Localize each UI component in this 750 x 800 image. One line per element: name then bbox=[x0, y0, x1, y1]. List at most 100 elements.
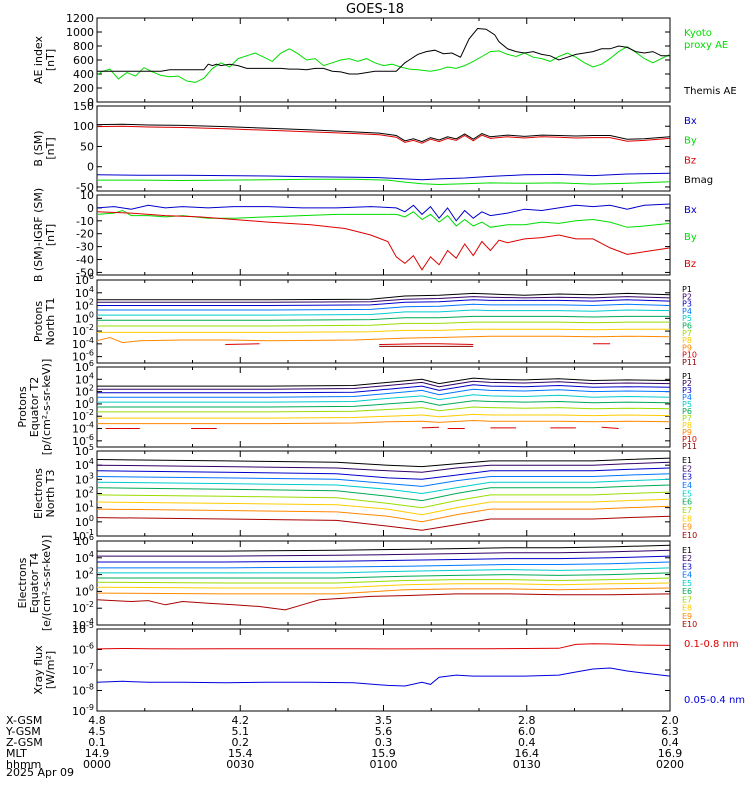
y-tick-label: -50 bbox=[76, 266, 94, 279]
y-tick-label: 10-5 bbox=[72, 621, 94, 636]
legend-label: P8 bbox=[682, 421, 692, 430]
x-tick-value: 4.5 bbox=[88, 725, 106, 738]
legend-label: P2 bbox=[682, 379, 692, 388]
series-line-kyoto-proxy-ae bbox=[96, 46, 671, 83]
series-line-p6 bbox=[97, 400, 671, 408]
legend-label: P9 bbox=[682, 428, 692, 437]
legend-label: P5 bbox=[682, 400, 692, 409]
y-tick-label: 150 bbox=[73, 100, 94, 113]
y-tick-label: 10-7 bbox=[72, 662, 94, 677]
y-tick-label: 10-4 bbox=[72, 421, 94, 436]
x-row-label: hhmm bbox=[6, 758, 41, 771]
series-line-e10 bbox=[96, 593, 671, 611]
panel-bsm: -50 0 50 100 150 B (SM) [nT] Bx By Bz Bmag bbox=[32, 100, 713, 194]
y-tick-label: 102 bbox=[75, 567, 94, 582]
legend-label: Bz bbox=[684, 259, 696, 270]
y-tick-label: -20 bbox=[76, 228, 94, 241]
y-tick-label: 200 bbox=[73, 82, 94, 95]
x-tick-value: 5.6 bbox=[375, 725, 393, 738]
y-tick-label: -30 bbox=[76, 241, 94, 254]
series-line-e1 bbox=[96, 457, 671, 468]
y-tick-label: 106 bbox=[75, 533, 94, 548]
legend-label: E5 bbox=[682, 489, 692, 498]
legend-label: E2 bbox=[682, 464, 692, 473]
y-tick-label: 100 bbox=[75, 583, 94, 598]
series-line-e9 bbox=[96, 505, 671, 523]
y-tick-label: 10-2 bbox=[72, 323, 94, 338]
legend-label: P1 bbox=[682, 372, 692, 381]
y-tick-label: 105 bbox=[75, 443, 94, 458]
legend-label: P2 bbox=[682, 292, 692, 301]
y-tick-label: 10-6 bbox=[72, 433, 94, 448]
series-line-e4 bbox=[97, 561, 671, 569]
x-tick-value: 6.3 bbox=[661, 725, 679, 738]
legend-label: By bbox=[684, 232, 697, 243]
y-tick-label: 800 bbox=[73, 40, 94, 53]
legend-label: E10 bbox=[682, 620, 697, 629]
series-line-themis-ae bbox=[97, 27, 670, 75]
series-line-p4 bbox=[97, 303, 671, 311]
y-axis-label: [nT] bbox=[44, 137, 57, 159]
y-tick-label: 0 bbox=[87, 161, 94, 174]
legend-label: P7 bbox=[682, 414, 692, 423]
legend-label: E9 bbox=[682, 523, 692, 532]
legend-label: Themis AE bbox=[683, 86, 737, 97]
x-tick-value: 6.0 bbox=[518, 725, 536, 738]
legend-label: E7 bbox=[682, 595, 692, 604]
legend-label: P11 bbox=[682, 442, 697, 451]
x-row-label: X-GSM bbox=[6, 714, 42, 727]
panel-frame bbox=[96, 279, 671, 364]
series-line-e8 bbox=[96, 498, 671, 516]
legend-label: P1 bbox=[682, 285, 692, 294]
series-line-bz bbox=[96, 125, 671, 144]
legend-label: E7 bbox=[682, 506, 692, 515]
x-tick-value: 0200 bbox=[656, 758, 684, 771]
legend-label: P6 bbox=[682, 322, 692, 331]
y-tick-label: 10 bbox=[80, 189, 94, 202]
series-line-e5 bbox=[97, 567, 671, 574]
y-tick-label: -40 bbox=[76, 254, 94, 267]
legend-label: E9 bbox=[682, 612, 692, 621]
y-axis-label: Equator T2 bbox=[28, 377, 41, 437]
y-tick-label: 1200 bbox=[66, 12, 94, 25]
legend-label: E5 bbox=[682, 579, 692, 588]
y-tick-label: 102 bbox=[75, 298, 94, 313]
y-tick-label: 50 bbox=[80, 140, 94, 153]
series-line-p1 bbox=[97, 292, 671, 301]
series-line-bmag bbox=[96, 123, 671, 143]
legend-label: E3 bbox=[682, 473, 692, 482]
series-line-p2 bbox=[97, 380, 671, 390]
legend-label: 0.05-0.4 nm bbox=[684, 695, 745, 706]
x-tick-value: 0.4 bbox=[518, 736, 536, 749]
panel-frame bbox=[96, 450, 671, 537]
series-line-e1 bbox=[97, 544, 671, 552]
y-axis-label: Protons bbox=[32, 301, 45, 342]
legend-label: P11 bbox=[682, 358, 697, 367]
legend-label: P4 bbox=[682, 307, 692, 316]
x-tick-value: 0.1 bbox=[88, 736, 106, 749]
legend-label: proxy AE bbox=[684, 40, 728, 51]
y-tick-label: 10-6 bbox=[72, 642, 94, 657]
series-line-e4 bbox=[96, 473, 671, 487]
x-tick-value: 16.4 bbox=[515, 747, 540, 760]
legend-label: P3 bbox=[682, 300, 692, 309]
series-line-e9 bbox=[96, 587, 671, 595]
series-line-e6 bbox=[96, 484, 671, 502]
y-tick-label: 600 bbox=[73, 54, 94, 67]
y-axis-label: Electrons bbox=[16, 557, 29, 608]
legend-label: P4 bbox=[682, 393, 692, 402]
y-tick-label: 100 bbox=[75, 396, 94, 411]
series-line-e7 bbox=[96, 491, 671, 509]
x-tick-value: 5.1 bbox=[232, 725, 250, 738]
legend-label: Bx bbox=[684, 116, 697, 127]
x-tick-value: 2.8 bbox=[518, 714, 536, 727]
legend-label: P10 bbox=[682, 435, 697, 444]
legend-label: Bz bbox=[684, 155, 696, 166]
y-axis-label: [nT] bbox=[44, 224, 57, 246]
legend-label: E2 bbox=[682, 554, 692, 563]
y-tick-label: 400 bbox=[73, 68, 94, 81]
x-tick-value: 14.9 bbox=[85, 747, 110, 760]
